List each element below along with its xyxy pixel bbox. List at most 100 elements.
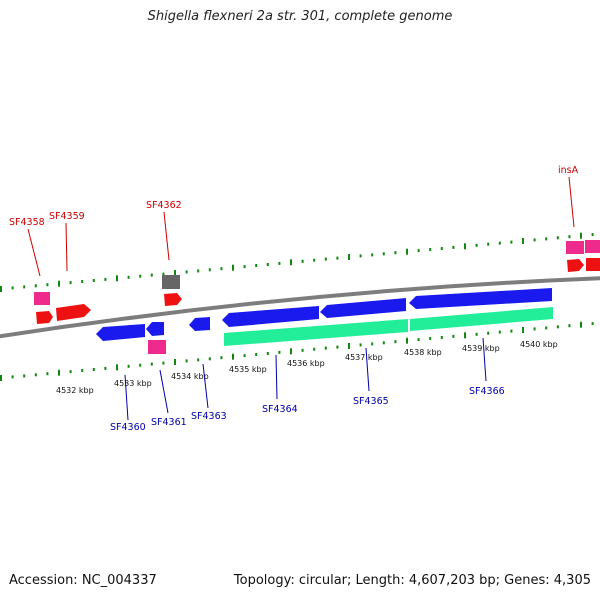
scale-tick — [324, 346, 327, 350]
gene-label-sf4362[interactable]: SF4362 — [146, 200, 182, 211]
gene-insa-rna-2[interactable] — [585, 240, 600, 253]
scale-tick — [336, 256, 339, 260]
scale-tick — [162, 361, 165, 365]
gene-label-sf4359[interactable]: SF4359 — [49, 211, 85, 222]
gene-sf4362[interactable] — [164, 293, 182, 306]
scale-tick — [359, 254, 362, 258]
gene-label-insa[interactable]: insA — [558, 165, 579, 176]
scale-label: 4538 kbp — [404, 348, 442, 357]
scale-tick — [475, 243, 478, 247]
gene-label-sf4363[interactable]: SF4363 — [191, 411, 227, 422]
scale-tick — [255, 264, 258, 267]
operon-bar-2[interactable] — [410, 307, 553, 331]
scale-tick — [255, 353, 258, 356]
scale-label: 4537 kbp — [345, 353, 383, 362]
scale-tick — [11, 375, 14, 379]
scale-tick — [452, 245, 455, 249]
scale-tick — [139, 274, 142, 278]
scale-tick — [81, 280, 84, 283]
scale-label: 4536 kbp — [287, 359, 325, 368]
scale-tick — [452, 334, 455, 338]
scale-tick — [440, 336, 443, 339]
scale-tick — [232, 353, 234, 360]
scale-tick — [464, 332, 466, 339]
scale-tick — [580, 232, 582, 239]
gene-label-sf4365[interactable]: SF4365 — [353, 396, 389, 407]
gene-sf4363[interactable] — [189, 317, 210, 331]
gene-label-sf4361[interactable]: SF4361 — [151, 417, 187, 428]
scale-tick — [556, 236, 559, 240]
scale-tick — [522, 238, 524, 244]
scale-tick — [359, 343, 362, 347]
scale-tick — [197, 269, 200, 273]
scale-tick — [568, 324, 571, 328]
scale-tick — [429, 248, 432, 251]
scale-tick — [58, 369, 60, 376]
scale-tick — [174, 270, 176, 276]
operon-bar-1[interactable] — [224, 319, 408, 346]
gene-label-sf4358[interactable]: SF4358 — [9, 217, 45, 228]
gene-label-sf4364[interactable]: SF4364 — [262, 404, 298, 415]
reverse-features — [96, 288, 553, 354]
gene-sf4366[interactable] — [409, 288, 552, 309]
scale-tick — [174, 359, 176, 365]
scale-tick — [371, 342, 374, 346]
scale-label: 4535 kbp — [229, 365, 267, 374]
gene-label-sf4366[interactable]: SF4366 — [469, 386, 505, 397]
scale-tick — [34, 284, 37, 288]
gene-sf4361[interactable] — [146, 322, 164, 336]
scale-tick — [69, 370, 72, 374]
gene-insa-rna-1[interactable] — [566, 241, 584, 254]
gene-sf4359[interactable] — [56, 304, 91, 321]
scale-tick — [116, 364, 118, 371]
scale-tick — [464, 243, 466, 250]
scale-tick — [533, 327, 536, 331]
scale-tick — [568, 235, 571, 239]
scale-tick — [382, 252, 385, 256]
scale-tick — [487, 331, 490, 335]
scale-tick — [278, 261, 281, 265]
scale-tick — [406, 337, 408, 344]
scale-tick — [34, 373, 37, 377]
scale-tick — [278, 350, 281, 354]
scale-tick — [591, 322, 594, 326]
gene-label-sf4360[interactable]: SF4360 — [110, 422, 146, 433]
scale-tick — [92, 279, 95, 282]
scale-tick — [324, 257, 327, 261]
scale-tick — [81, 369, 84, 372]
scale-tick — [545, 326, 548, 330]
scale-tick — [429, 337, 432, 340]
upper-tick-track — [0, 232, 594, 292]
gene-sf4364[interactable] — [222, 306, 319, 327]
scale-label: 4540 kbp — [520, 340, 558, 349]
forward-features — [34, 240, 600, 324]
scale-tick — [382, 341, 385, 345]
scale-tick — [127, 275, 130, 279]
gene-sf4358[interactable] — [36, 311, 53, 324]
scale-tick — [104, 366, 107, 370]
scale-tick — [301, 259, 304, 263]
scale-tick — [104, 277, 107, 281]
scale-labels: 4532 kbp 4533 kbp 4534 kbp 4535 kbp 4536… — [56, 340, 558, 395]
gene-insa-2[interactable] — [586, 258, 600, 271]
gene-sf4362-pseudo[interactable] — [162, 275, 180, 289]
scale-tick — [139, 363, 142, 367]
gene-insa[interactable] — [567, 259, 584, 272]
scale-tick — [533, 238, 536, 242]
gene-sf4360[interactable] — [96, 324, 145, 341]
scale-tick — [197, 358, 200, 362]
scale-tick — [313, 258, 316, 262]
scale-tick — [510, 329, 513, 333]
scale-tick — [498, 330, 501, 334]
scale-tick — [580, 321, 582, 328]
scale-label: 4532 kbp — [56, 386, 94, 395]
gene-sf4361-rna[interactable] — [148, 340, 166, 354]
gene-sf4358-rna[interactable] — [34, 292, 50, 305]
scale-tick — [208, 268, 211, 272]
scale-tick — [290, 259, 292, 266]
genome-backbone — [0, 276, 600, 339]
scale-tick — [313, 347, 316, 351]
scale-tick — [348, 343, 350, 349]
gene-sf4365[interactable] — [320, 298, 406, 318]
